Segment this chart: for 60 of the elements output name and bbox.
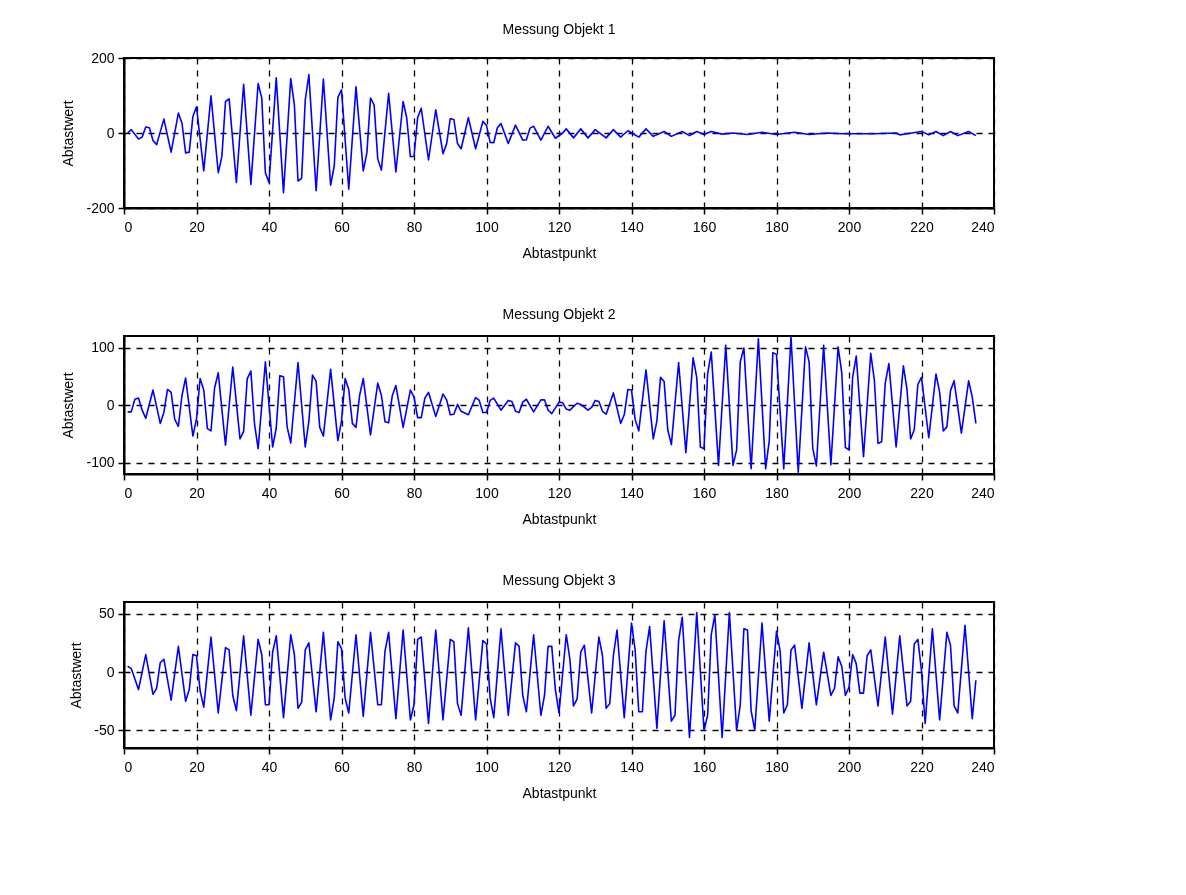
x-tick-label: 200 (837, 484, 862, 501)
y-tick-label: 100 (91, 339, 115, 355)
y-axis-title: Abtastwert (60, 100, 77, 167)
y-tick-label: -200 (86, 199, 115, 216)
x-tick-label: 140 (620, 218, 644, 235)
x-tick-label: 140 (620, 484, 644, 501)
y-tick-label: -100 (86, 454, 115, 470)
x-tick-label: 220 (910, 484, 934, 501)
chart-title: Messung Objekt 1 (502, 21, 616, 37)
x-tick-label: 160 (692, 218, 717, 235)
x-tick-label: 80 (406, 218, 423, 235)
x-tick-label: 160 (692, 758, 717, 775)
x-tick-label: 140 (620, 758, 644, 775)
y-tick-label: 0 (106, 663, 115, 680)
x-tick-label: 80 (406, 484, 423, 501)
x-tick-label: 40 (261, 218, 278, 235)
x-tick-label: 240 (971, 218, 995, 235)
line-series (126, 611, 977, 739)
y-tick-label: 0 (106, 396, 115, 413)
x-tick-label: 240 (971, 484, 995, 501)
x-tick-label: 220 (910, 218, 934, 235)
x-tick-label: 0 (124, 484, 133, 501)
x-tick-label: 180 (765, 484, 789, 501)
y-axis-title: Abtastwert (60, 372, 77, 439)
x-tick-label: 40 (261, 758, 278, 775)
x-tick-label: 120 (547, 218, 572, 235)
x-tick-label: 220 (910, 758, 934, 775)
x-tick-label: 160 (692, 484, 717, 501)
chart-title: Messung Objekt 3 (502, 572, 616, 588)
x-tick-label: 60 (334, 484, 350, 501)
x-tick-label: 180 (765, 218, 789, 235)
x-tick-label: 60 (334, 758, 350, 775)
chart-title: Messung Objekt 2 (502, 306, 616, 322)
x-tick-label: 60 (334, 218, 350, 235)
y-tick-label: 200 (91, 49, 115, 66)
y-tick-label: -50 (94, 721, 115, 738)
x-tick-label: 100 (475, 218, 499, 235)
x-tick-label: 180 (765, 758, 789, 775)
x-tick-label: 100 (475, 484, 499, 501)
x-tick-label: 100 (475, 758, 499, 775)
x-axis-title: Abtastpunkt (522, 784, 597, 801)
x-tick-label: 20 (189, 218, 205, 235)
y-axis-title: Abtastwert (68, 642, 85, 709)
x-tick-label: 200 (837, 758, 862, 775)
x-tick-label: 240 (971, 758, 995, 775)
line-series (126, 336, 977, 474)
x-tick-label: 20 (189, 484, 205, 501)
x-axis-title: Abtastpunkt (522, 510, 597, 527)
x-tick-label: 0 (124, 218, 133, 235)
y-tick-label: 50 (98, 605, 115, 622)
x-tick-label: 80 (406, 758, 423, 775)
x-axis-title: Abtastpunkt (522, 244, 597, 261)
x-tick-label: 120 (547, 758, 572, 775)
x-tick-label: 40 (261, 484, 278, 501)
x-tick-label: 20 (189, 758, 205, 775)
x-tick-label: 200 (837, 218, 862, 235)
x-tick-label: 120 (547, 484, 572, 501)
y-tick-label: 0 (106, 124, 115, 141)
x-tick-label: 0 (124, 758, 133, 775)
line-series (126, 73, 977, 194)
